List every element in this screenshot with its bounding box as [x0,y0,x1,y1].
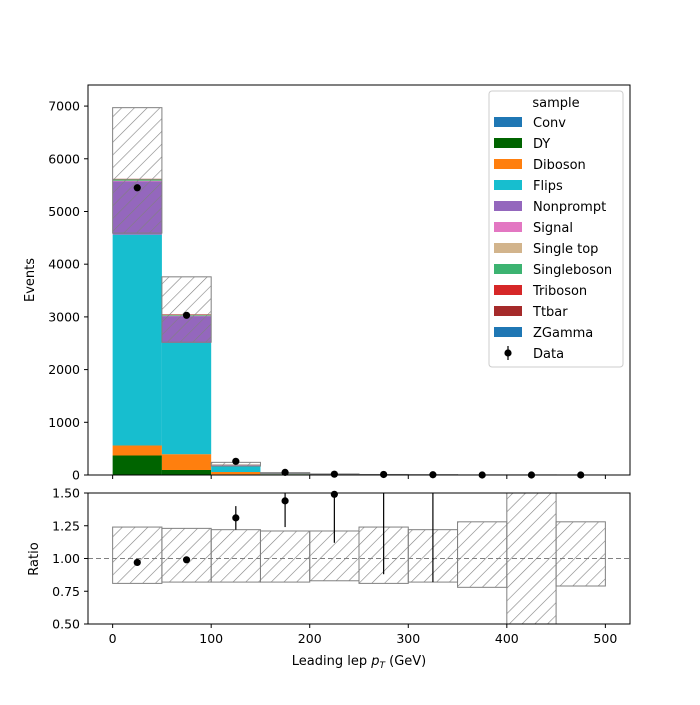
legend-swatch-diboson [494,159,522,169]
legend-swatch-zgamma [494,327,522,337]
legend-swatch-single-top [494,243,522,253]
main-y-tick-label: 6000 [48,151,80,166]
x-axis-label: Leading lep pT (GeV) [292,654,426,671]
legend-title: sample [532,96,579,111]
legend-label-signal: Signal [533,221,573,236]
ratio-point-3 [281,497,288,504]
bar-flips-2 [211,466,260,472]
ratio-y-tick-label: 1.50 [52,486,80,501]
ratio-point-0 [134,559,141,566]
ratio-point-1 [183,556,190,563]
data-point-4 [331,471,338,478]
ratio-y-ticks: 0.50 0.75 1.00 1.25 1.50 [52,486,88,632]
legend-swatch-triboson [494,285,522,295]
x-axis-label-unit: (GeV) [389,654,426,669]
legend-swatch-nonprompt [494,201,522,211]
ratio-y-tick-label: 1.00 [52,551,80,566]
ratio-y-tick-label: 1.25 [52,518,80,533]
legend-label-zgamma: ZGamma [533,326,593,341]
bar-dy-0 [113,456,162,476]
ratio-point-4 [331,491,338,498]
ratio-point-2 [232,514,239,521]
legend-data-marker [504,349,511,356]
legend-swatch-flips [494,180,522,190]
uncertainty-bin-0 [113,108,162,233]
ratio-uncertainty-bin-3 [260,531,309,582]
ratio-uncertainty-bin-9 [556,522,605,586]
x-tick-label: 200 [298,631,322,646]
legend-label-dy: DY [533,137,550,152]
main-y-tick-label: 4000 [48,257,80,272]
legend-label-diboson: Diboson [533,158,586,173]
x-axis-label-var: p [370,654,379,669]
data-point-2 [232,458,239,465]
legend-label-ttbar: Ttbar [532,305,568,320]
bar-flips-1 [162,343,211,454]
main-y-tick-label: 7000 [48,99,80,114]
data-point-5 [380,471,387,478]
main-y-tick-label: 1000 [48,415,80,430]
legend-label-nonprompt: Nonprompt [533,200,606,215]
ratio-y-tick-label: 0.75 [52,584,80,599]
data-point-1 [183,312,190,319]
ratio-y-tick-label: 0.50 [52,617,80,632]
legend-swatch-singleboson [494,264,522,274]
main-y-ticks: 0 1000 2000 3000 4000 5000 6000 7000 [48,99,88,483]
legend-swatch-ttbar [494,306,522,316]
bar-diboson-0 [113,445,162,455]
main-y-tick-label: 3000 [48,309,80,324]
ratio-y-axis-label: Ratio [27,542,42,575]
legend-swatch-signal [494,222,522,232]
bar-dy-1 [162,470,211,475]
legend-label-conv: Conv [533,116,566,131]
legend-label-data: Data [533,347,564,362]
uncertainty-bin-1 [162,277,211,342]
legend-label-flips: Flips [533,179,563,194]
legend-swatch-dy [494,138,522,148]
legend: sample Conv DY Diboson Flips Nonprompt Signal… [489,91,623,367]
x-tick-label: 400 [495,631,519,646]
x-tick-label: 500 [593,631,617,646]
legend-label-singleboson: Singleboson [533,263,612,278]
bar-flips-0 [113,235,162,446]
ratio-uncertainty-bin-1 [162,528,211,582]
ratio-uncertainty-bin-7 [458,522,507,588]
bar-diboson-2 [211,472,260,474]
main-y-tick-label: 0 [72,468,80,483]
x-tick-label: 100 [199,631,223,646]
bar-diboson-1 [162,454,211,470]
x-tick-label: 0 [109,631,117,646]
x-tick-label: 300 [396,631,420,646]
ratio-panel: 0.50 0.75 1.00 1.25 1.50 0 100 200 300 400 500 Ra… [27,486,630,672]
legend-swatch-conv [494,117,522,127]
main-y-tick-label: 5000 [48,204,80,219]
legend-label-single-top: Single top [533,242,598,257]
main-y-axis-label: Events [23,258,38,302]
x-axis-label-text: Leading lep [292,654,367,669]
main-y-tick-label: 2000 [48,362,80,377]
data-point-0 [134,184,141,191]
ratio-uncertainty-bin-2 [211,530,260,582]
legend-label-triboson: Triboson [532,284,587,299]
ratio-uncertainty-bin-0 [113,527,162,583]
ratio-x-ticks: 0 100 200 300 400 500 [109,624,618,646]
